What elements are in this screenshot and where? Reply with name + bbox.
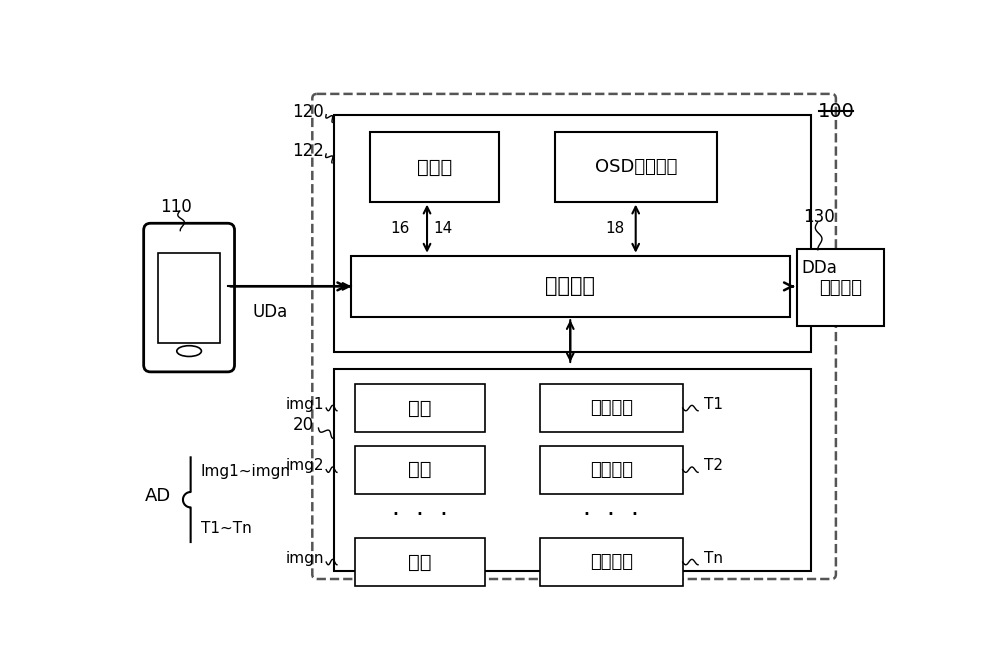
Text: 16: 16 [391,221,410,236]
Bar [540,446,683,494]
Bar [334,115,811,352]
Bar [540,538,683,586]
Bar [555,133,717,201]
Text: 图片: 图片 [408,460,432,479]
Ellipse shape [177,346,201,356]
Bar [355,538,485,586]
Text: 显示电路: 显示电路 [819,279,862,297]
FancyBboxPatch shape [144,223,235,372]
Text: 120: 120 [292,103,324,121]
Text: Tn: Tn [704,551,723,566]
Text: 110: 110 [160,198,192,216]
Text: 18: 18 [605,221,624,236]
Text: UDa: UDa [252,303,288,321]
Text: img1: img1 [285,397,324,412]
Text: 20: 20 [293,416,314,434]
Text: AD: AD [144,487,171,505]
Text: 播放时间: 播放时间 [590,461,633,479]
Bar [158,253,220,344]
Bar [351,255,790,317]
Text: img2: img2 [285,458,324,474]
FancyBboxPatch shape [312,94,836,579]
Text: DDa: DDa [801,259,837,277]
Text: 100: 100 [817,101,854,121]
Text: Img1~imgn: Img1~imgn [201,464,291,479]
Text: 图片: 图片 [408,552,432,572]
Text: 图片: 图片 [408,399,432,418]
Bar [540,384,683,432]
Text: 存储器: 存储器 [417,157,452,177]
Text: 122: 122 [292,142,324,160]
Text: 播放时间: 播放时间 [590,399,633,417]
Text: ·  ·  ·: · · · [392,503,448,527]
Bar [355,446,485,494]
Text: 14: 14 [433,221,452,236]
Text: T2: T2 [704,458,723,474]
Text: ·  ·  ·: · · · [583,503,639,527]
Bar [334,369,811,570]
Text: OSD缓冲电路: OSD缓冲电路 [595,158,677,176]
Text: T1: T1 [704,397,723,412]
Text: 播放时间: 播放时间 [590,553,633,571]
Text: 130: 130 [804,208,835,226]
Text: 运算电路: 运算电路 [545,276,595,296]
Bar [355,384,485,432]
Text: T1~Tn: T1~Tn [201,521,251,536]
Bar [797,249,884,326]
Bar [370,133,499,201]
Text: imgn: imgn [285,551,324,566]
